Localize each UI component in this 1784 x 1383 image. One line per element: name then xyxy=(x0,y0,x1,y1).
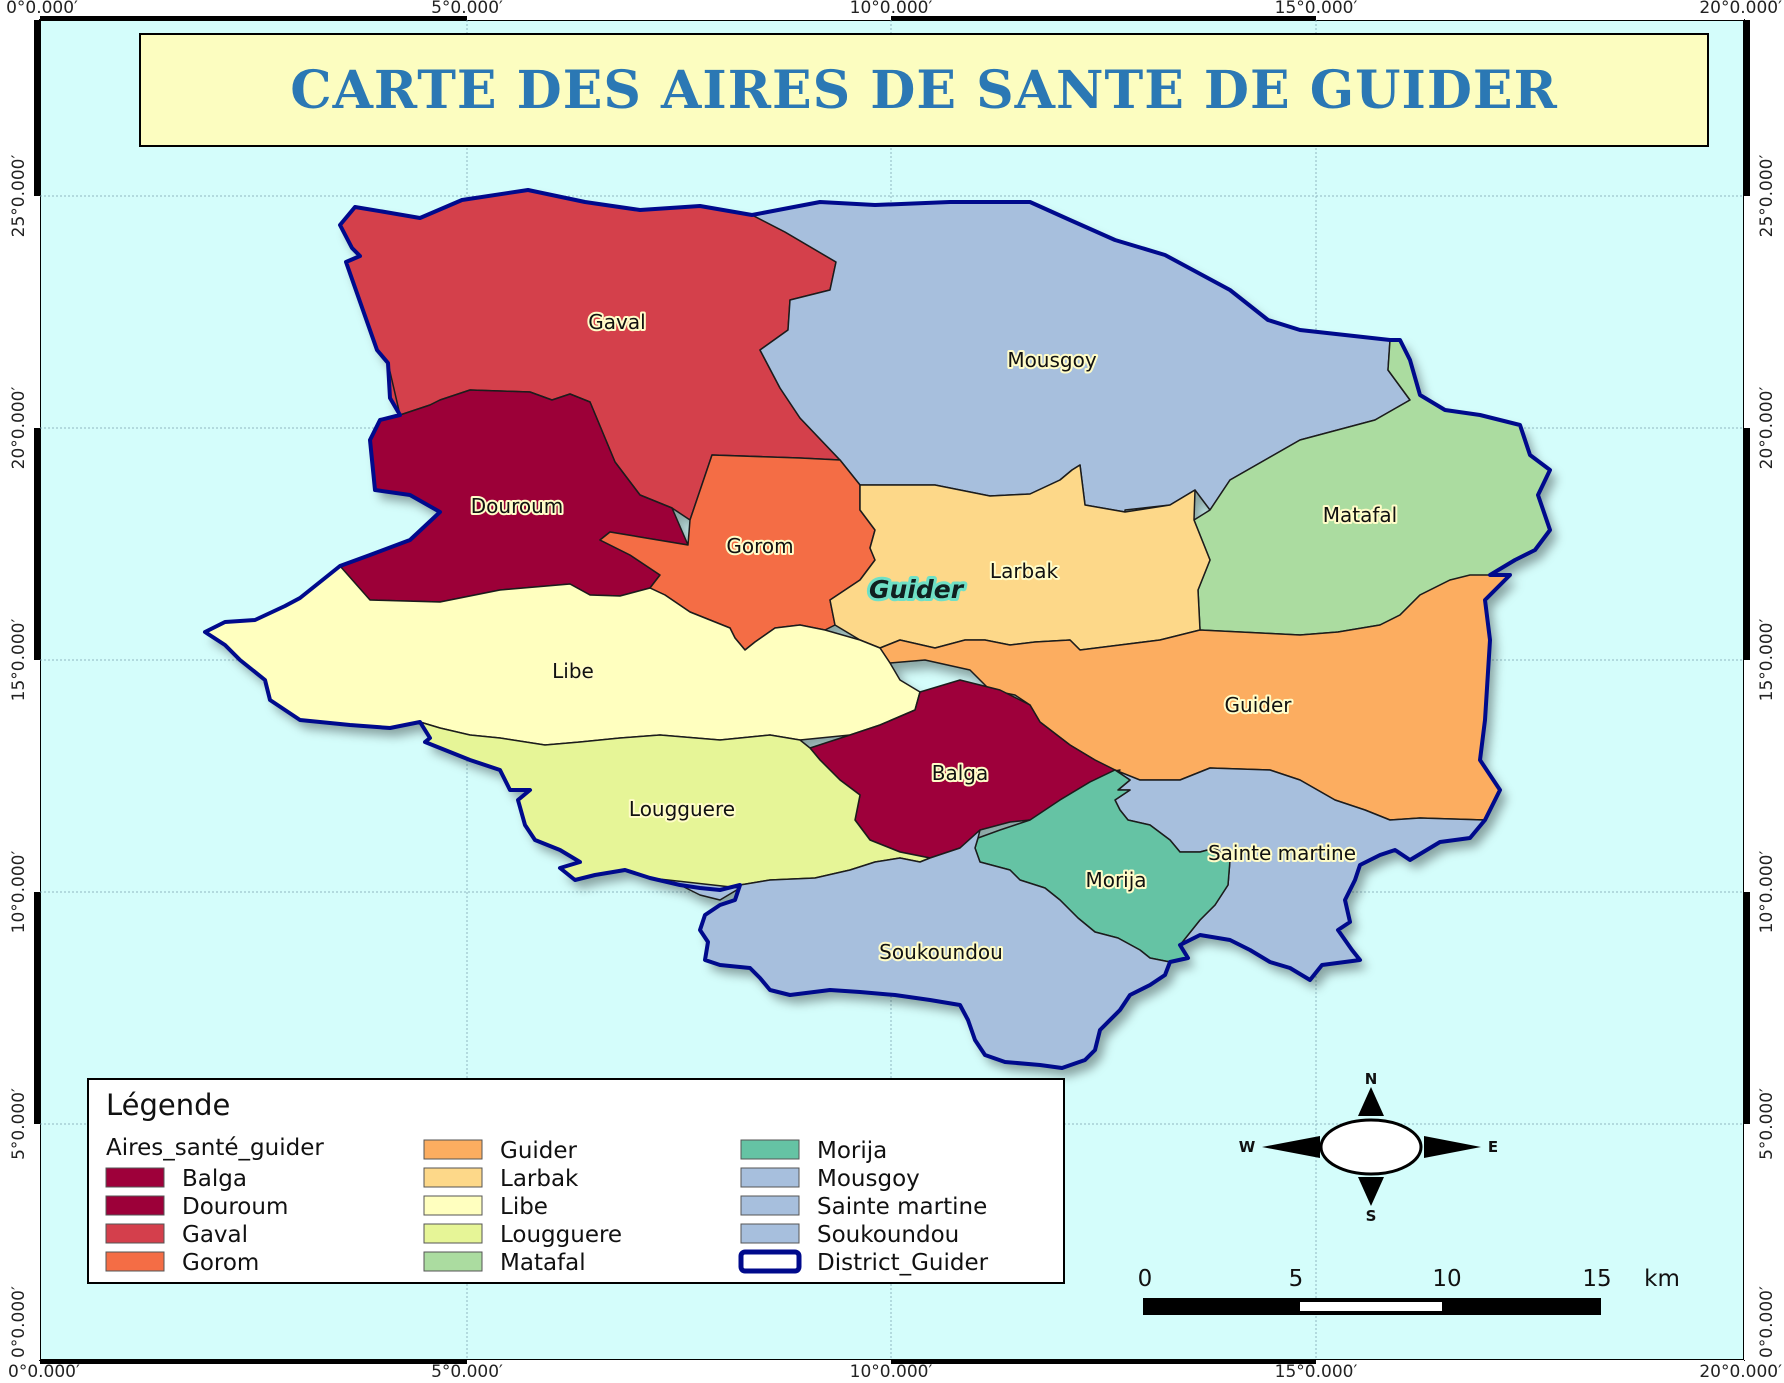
coordinate-labels-right: 25°0.000′ 20°0.000′ 15°0.000′ 10°0.000′ … xyxy=(1757,155,1777,1358)
legend-swatch xyxy=(105,1223,165,1244)
zone-label-balga: Balga xyxy=(932,761,988,785)
legend-item-label: District_Guider xyxy=(817,1250,989,1276)
coord-left-5: 0°0.000′ xyxy=(9,1286,29,1358)
legend-item-label: Lougguere xyxy=(500,1222,622,1248)
frame-border xyxy=(34,16,1750,1364)
coordinate-labels-bottom: 0°0.000′ 5°0.000′ 10°0.000′ 15°0.000′ 20… xyxy=(8,1362,1782,1382)
zone-label-gorom: Gorom xyxy=(726,534,793,558)
legend-swatch xyxy=(423,1195,483,1216)
coord-right-0: 25°0.000′ xyxy=(1757,155,1777,238)
coord-left-0: 25°0.000′ xyxy=(9,155,29,238)
legend-swatch xyxy=(740,1195,800,1216)
coord-right-4: 5°0.000′ xyxy=(1757,1088,1777,1160)
coord-bottom-0: 0°0.000′ xyxy=(8,1362,80,1379)
zone-label-lougguere: Lougguere xyxy=(629,797,735,821)
legend-item-label: Douroum xyxy=(182,1194,288,1220)
compass-needle-south xyxy=(1358,1177,1384,1206)
coord-right-2: 15°0.000′ xyxy=(1757,619,1777,702)
coord-top-2: 10°0.000′ xyxy=(850,0,933,18)
legend-item-label: Guider xyxy=(500,1138,578,1164)
legend-item-label: Soukoundou xyxy=(817,1222,959,1248)
coordinate-labels-left: 25°0.000′ 20°0.000′ 15°0.000′ 10°0.000′ … xyxy=(9,155,29,1358)
district-label-guider: Guider xyxy=(869,575,965,604)
coord-top-1: 5°0.000′ xyxy=(431,0,503,18)
legend-item-label: Sainte martine xyxy=(817,1194,987,1220)
legend-swatch xyxy=(423,1139,483,1160)
coord-top-3: 15°0.000′ xyxy=(1275,0,1358,18)
zone-label-matafal: Matafal xyxy=(1323,503,1397,527)
coordinate-labels-top: 0°0.000′ 5°0.000′ 10°0.000′ 15°0.000′ 20… xyxy=(6,0,1782,18)
health-areas xyxy=(204,189,1551,1069)
coord-bottom-4: 20°0.000′ xyxy=(1699,1362,1782,1379)
scale-tick-10: 10 xyxy=(1432,1266,1461,1292)
coord-bottom-2: 10°0.000′ xyxy=(850,1362,933,1379)
title-box: CARTE DES AIRES DE SANTE DE GUIDER xyxy=(139,33,1709,147)
compass-east-label: E xyxy=(1488,1138,1498,1156)
scale-bar-segment-light xyxy=(1300,1302,1442,1311)
zone-label-guider: Guider xyxy=(1225,693,1293,717)
zone-label-larbak: Larbak xyxy=(990,559,1059,583)
legend-swatch xyxy=(105,1167,165,1188)
legend-item-label: Balga xyxy=(182,1166,247,1192)
scale-tick-5: 5 xyxy=(1289,1266,1304,1292)
scale-tick-15: 15 xyxy=(1582,1266,1611,1292)
scale-bar: 0 5 10 15 km xyxy=(1138,1266,1680,1315)
compass-ring xyxy=(1319,1118,1423,1176)
coord-bottom-1: 5°0.000′ xyxy=(431,1362,503,1379)
district-outline xyxy=(203,188,1552,1070)
legend-swatch xyxy=(105,1251,165,1272)
scale-tick-0: 0 xyxy=(1138,1266,1153,1292)
zone-label-morija: Morija xyxy=(1085,868,1146,892)
zone-labels: Gaval Mousgoy Douroum Gorom Larbak Mataf… xyxy=(469,308,1399,966)
legend-swatch xyxy=(105,1195,165,1216)
legend-layer-name: Aires_santé_guider xyxy=(106,1135,324,1161)
legend-swatch xyxy=(423,1251,483,1272)
legend-item-label: Matafal xyxy=(500,1250,586,1276)
coord-top-4: 20°0.000′ xyxy=(1699,0,1782,18)
zone-label-soukoundou: Soukoundou xyxy=(879,940,1003,964)
legend-title: Légende xyxy=(106,1088,230,1122)
legend-item-label: Libe xyxy=(500,1194,548,1220)
coord-right-5: 0°0.000′ xyxy=(1757,1286,1777,1358)
coord-right-3: 10°0.000′ xyxy=(1757,851,1777,934)
coord-left-2: 15°0.000′ xyxy=(9,619,29,702)
compass-needle-west xyxy=(1262,1136,1320,1158)
compass-west-label: W xyxy=(1239,1138,1256,1156)
legend-item-label: Gaval xyxy=(182,1222,248,1248)
coord-bottom-3: 15°0.000′ xyxy=(1275,1362,1358,1379)
legend-item-label: Gorom xyxy=(182,1250,259,1276)
zone-label-gaval: Gaval xyxy=(588,310,645,334)
scale-unit: km xyxy=(1644,1266,1680,1292)
legend: Légende Aires_santé_guider BalgaDouroumG… xyxy=(87,1078,1065,1284)
north-arrow: N S W E xyxy=(1239,1070,1498,1225)
coord-left-1: 20°0.000′ xyxy=(9,387,29,470)
legend-item-label: Mousgoy xyxy=(817,1166,920,1192)
legend-swatch xyxy=(423,1167,483,1188)
compass-needle-east xyxy=(1424,1136,1481,1158)
legend-item-label: Larbak xyxy=(500,1166,579,1192)
compass-needle-north xyxy=(1358,1087,1384,1116)
legend-swatch xyxy=(740,1167,800,1188)
compass-south-label: S xyxy=(1366,1207,1377,1225)
coord-left-3: 10°0.000′ xyxy=(9,851,29,934)
zone-label-mousgoy: Mousgoy xyxy=(1007,348,1097,372)
legend-swatch xyxy=(740,1223,800,1244)
coord-left-4: 5°0.000′ xyxy=(9,1088,29,1160)
zone-label-libe: Libe xyxy=(552,659,594,683)
legend-swatch xyxy=(738,1249,802,1274)
legend-swatch xyxy=(740,1139,800,1160)
coord-top-0: 0°0.000′ xyxy=(6,0,78,18)
zone-label-sainte-martine: Sainte martine xyxy=(1208,841,1356,865)
legend-item-label: Morija xyxy=(817,1138,887,1164)
legend-swatch xyxy=(423,1223,483,1244)
map-title: CARTE DES AIRES DE SANTE DE GUIDER xyxy=(290,60,1558,121)
zone-label-douroum: Douroum xyxy=(471,494,564,518)
coord-right-1: 20°0.000′ xyxy=(1757,387,1777,470)
compass-north-label: N xyxy=(1365,1070,1378,1088)
